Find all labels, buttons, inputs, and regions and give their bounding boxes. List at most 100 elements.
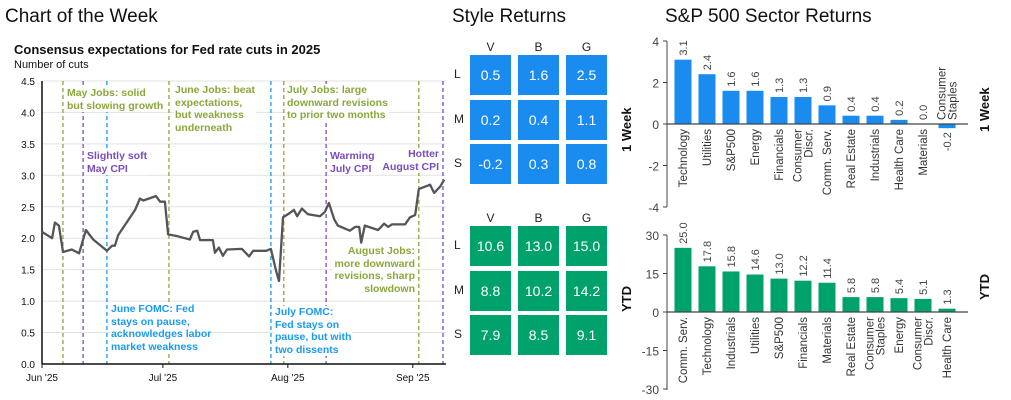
bar-value-label: 1.6	[726, 72, 738, 87]
bar-value-label: 11.4	[822, 258, 834, 279]
y-tick-label: 2.5	[21, 203, 35, 214]
style-column-header: B	[534, 40, 543, 54]
jobs-annotation: June Jobs: beat expectations, but weakne…	[174, 84, 256, 134]
bar-value-label: 0.9	[822, 86, 834, 101]
sector-category-label: Industrials	[726, 317, 738, 370]
cpi-annotation: Slightly soft May CPI	[86, 150, 149, 175]
sector-category-label: ConsumerStaples	[865, 317, 888, 370]
style-column-header: G	[581, 40, 592, 54]
bar-value-label: 17.8	[702, 241, 714, 262]
category-label-line: Utilities	[750, 317, 762, 354]
sector-category-label: S&P500	[726, 129, 738, 171]
jobs-annotation: May Jobs: solid but slowing growth	[66, 87, 165, 112]
x-tick-label: Aug '25	[271, 373, 305, 384]
category-label-line: S&P500	[774, 317, 786, 359]
sector-category-label: Energy	[750, 129, 762, 166]
y-tick-label: -4	[648, 201, 659, 215]
category-label-line: S&P500	[726, 129, 738, 171]
bar-value-label: 1.3	[942, 289, 954, 304]
sector-bar	[890, 298, 908, 312]
sector-bar	[938, 308, 956, 312]
y-tick-label: 4.0	[21, 108, 35, 119]
category-label-line: Comm. Serv.	[678, 317, 690, 383]
style-cell: 0.4	[518, 99, 559, 140]
y-tick-label: 0.5	[21, 329, 35, 340]
style-cell: 1.6	[518, 55, 559, 95]
style-cell: 0.8	[566, 144, 607, 184]
sector-category-label: Financials	[774, 129, 786, 181]
style-cell: 8.5	[518, 315, 559, 355]
sector-bar	[770, 97, 788, 124]
y-tick-label: -30	[642, 383, 660, 397]
style-column-header: G	[581, 211, 592, 225]
category-label-line: Technology	[702, 317, 714, 375]
category-label-line: Consumer	[913, 317, 925, 370]
category-label-line: Comm. Serv.	[822, 129, 834, 195]
y-tick-label: 0	[652, 306, 659, 320]
category-label-line: Discr.	[924, 317, 936, 346]
sector-category-label: S&P500	[774, 317, 786, 359]
y-tick-label: 1.5	[21, 266, 35, 277]
bar-value-label: 1.3	[798, 78, 810, 93]
y-tick-label: 4	[652, 35, 659, 49]
sector-bar	[698, 74, 716, 124]
style-cell: 13.0	[518, 226, 559, 266]
sector-category-label: Materials	[918, 129, 930, 176]
category-label-line: Financials	[774, 129, 786, 181]
chart-of-week-title: Chart of the Week	[5, 6, 158, 27]
sector-category-label: ConsumerStaples	[937, 67, 960, 120]
sector-panel-label: YTD	[977, 274, 992, 300]
style-cell: 0.5	[470, 55, 511, 95]
category-label-line: Materials	[822, 317, 834, 364]
style-returns-title: Style Returns	[452, 6, 567, 27]
style-row-label: L	[454, 238, 461, 252]
style-row-label: S	[454, 156, 463, 170]
style-cell: 0.2	[470, 99, 511, 140]
style-cell: 1.1	[566, 99, 607, 140]
bar-value-label: 15.8	[726, 246, 738, 267]
style-cell: 10.6	[470, 226, 511, 266]
cpi-annotation: Hotter August CPI	[381, 148, 440, 173]
y-tick-label: 3.0	[21, 171, 35, 182]
sector-category-label: ConsumerDiscr.	[913, 317, 936, 370]
x-tick-label: Sep '25	[396, 373, 430, 384]
style-cell: -0.2	[470, 144, 511, 184]
line-chart-ylabel: Number of cuts	[14, 59, 89, 71]
bar-value-label: 14.6	[750, 249, 762, 270]
category-label-line: Consumer	[865, 317, 877, 370]
sector-category-label: ConsumerDiscr.	[793, 129, 816, 182]
category-label-line: Staples	[948, 81, 960, 120]
style-row-label: S	[454, 327, 463, 341]
sector-bar	[938, 124, 956, 129]
y-tick-label: 3.5	[21, 140, 35, 151]
category-label-line: Materials	[918, 129, 930, 176]
sector-bar	[746, 90, 764, 124]
sector-bar	[698, 266, 716, 312]
bar-value-label: 3.1	[678, 40, 690, 55]
category-label-line: Industrials	[726, 317, 738, 370]
bar-value-label: 5.1	[918, 280, 930, 295]
sector-bar	[674, 247, 692, 312]
sector-bar	[770, 278, 788, 312]
sector-returns-title: S&P 500 Sector Returns	[665, 6, 872, 27]
sector-category-label: Energy	[894, 317, 906, 354]
bar-value-label: 25.0	[678, 222, 690, 243]
category-label-line: Consumer	[793, 129, 805, 182]
style-column-header: V	[486, 40, 495, 54]
sector-category-label: Comm. Serv.	[678, 317, 690, 383]
category-label-line: Staples	[876, 317, 888, 356]
sector-category-label: Technology	[702, 317, 714, 375]
bar-value-label: 12.2	[798, 255, 810, 276]
category-label-line: Utilities	[702, 129, 714, 166]
sector-bar	[842, 115, 860, 124]
category-label-line: Financials	[798, 317, 810, 369]
sector-category-label: Technology	[678, 129, 690, 187]
y-tick-label: -15	[642, 345, 660, 359]
bar-value-label: 0.4	[846, 96, 858, 111]
jobs-annotation: July Jobs: large downward revisions to p…	[286, 84, 389, 122]
sector-category-label: Materials	[822, 317, 834, 364]
style-column-header: B	[534, 211, 543, 225]
bar-value-label: 5.4	[894, 279, 906, 294]
